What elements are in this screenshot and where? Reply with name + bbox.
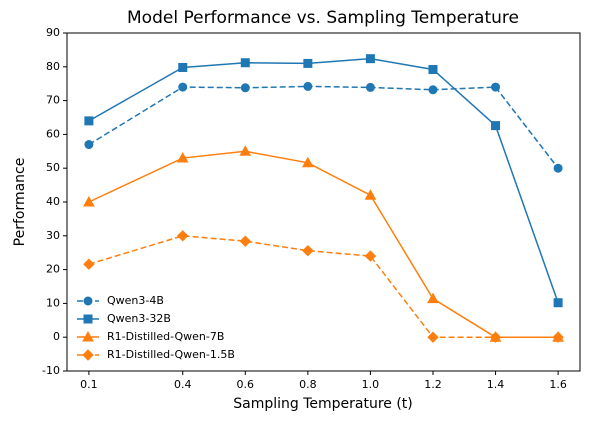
marker xyxy=(84,116,94,126)
marker xyxy=(427,331,439,343)
x-tick-label: 1.4 xyxy=(487,378,505,391)
y-tick-label: -10 xyxy=(42,364,60,377)
marker xyxy=(178,82,188,92)
marker xyxy=(491,82,501,92)
legend-label: Qwen3-32B xyxy=(107,312,171,325)
marker xyxy=(364,189,377,200)
series-line xyxy=(88,235,559,338)
legend-label: R1-Distilled-Qwen-7B xyxy=(107,330,224,343)
y-tick-label: 10 xyxy=(46,296,60,309)
marker xyxy=(491,121,501,131)
y-tick-label: 80 xyxy=(46,60,60,73)
marker xyxy=(83,258,95,270)
marker xyxy=(83,195,95,207)
marker xyxy=(84,140,94,150)
marker xyxy=(302,244,314,257)
marker xyxy=(428,65,438,75)
x-tick-label: 0.6 xyxy=(237,378,255,391)
y-tick-label: 60 xyxy=(46,127,60,140)
legend-label: R1-Distilled-Qwen-1.5B xyxy=(107,348,235,361)
marker xyxy=(178,62,188,72)
series-line xyxy=(88,85,559,169)
marker xyxy=(427,292,439,304)
y-tick-label: 70 xyxy=(46,94,60,107)
marker xyxy=(177,230,189,242)
marker xyxy=(303,58,313,68)
marker xyxy=(302,156,314,168)
x-tick-label: 0.1 xyxy=(80,378,98,391)
marker xyxy=(364,250,377,262)
x-tick-label: 0.4 xyxy=(174,378,192,391)
y-tick-label: 20 xyxy=(46,263,60,276)
marker xyxy=(365,54,375,64)
y-tick-label: 90 xyxy=(46,26,60,39)
series-line xyxy=(88,150,559,338)
marker xyxy=(365,82,375,92)
marker xyxy=(553,163,563,173)
x-axis-label: Sampling Temperature (t) xyxy=(233,396,413,412)
y-tick-label: 0 xyxy=(53,330,60,343)
y-tick-label: 50 xyxy=(46,161,60,174)
marker xyxy=(428,85,438,95)
legend-marker xyxy=(82,330,94,342)
y-axis-label: Performance xyxy=(12,158,28,247)
x-tick-label: 1.0 xyxy=(362,378,380,391)
marker xyxy=(303,81,313,91)
marker xyxy=(240,83,250,93)
marker xyxy=(239,145,252,156)
legend-marker xyxy=(83,314,93,324)
marker xyxy=(553,298,563,308)
x-tick-label: 1.2 xyxy=(424,378,442,391)
marker xyxy=(552,331,564,343)
x-tick-label: 0.8 xyxy=(299,378,317,391)
marker xyxy=(176,152,189,163)
y-tick-label: 40 xyxy=(46,195,60,208)
legend-label: Qwen3-4B xyxy=(107,294,164,307)
y-tick-label: 30 xyxy=(46,229,60,242)
marker xyxy=(240,58,250,68)
legend-marker xyxy=(82,349,94,361)
marker xyxy=(239,235,252,247)
x-tick-label: 1.6 xyxy=(549,378,567,391)
legend-marker xyxy=(83,296,93,306)
chart-title: Model Performance vs. Sampling Temperatu… xyxy=(127,8,519,28)
marker xyxy=(489,331,502,343)
series-line xyxy=(88,57,559,303)
